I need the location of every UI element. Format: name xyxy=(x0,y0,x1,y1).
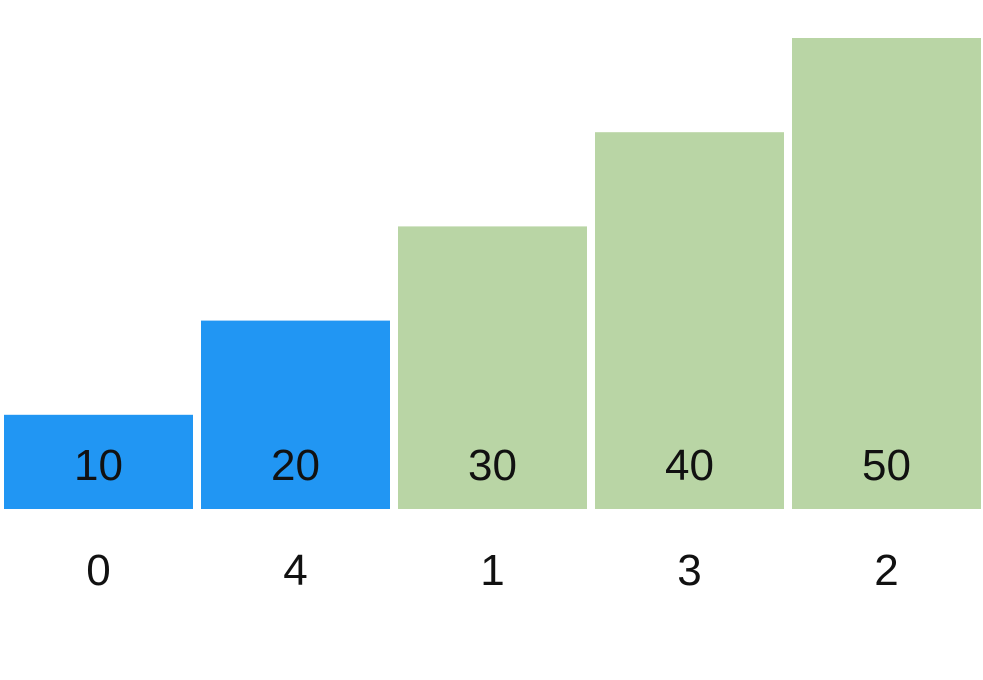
index-labels-layer: 0 4 1 3 2 xyxy=(86,546,898,595)
bar-4 xyxy=(792,38,981,509)
bar-index-label-2: 1 xyxy=(480,546,504,595)
bars-layer xyxy=(4,38,981,509)
bar-0 xyxy=(4,414,193,509)
bar-1 xyxy=(201,320,390,509)
bar-index-label-1: 4 xyxy=(283,546,307,595)
bar-value-label-3: 40 xyxy=(665,441,714,490)
value-labels-layer: 10 20 30 40 50 xyxy=(74,441,911,490)
bar-value-label-4: 50 xyxy=(862,441,911,490)
bar-index-label-3: 3 xyxy=(677,546,701,595)
bar-value-label-0: 10 xyxy=(74,441,123,490)
bar-3 xyxy=(595,132,784,509)
bar-index-label-0: 0 xyxy=(86,546,110,595)
bar-2 xyxy=(398,226,587,509)
bar-index-label-4: 2 xyxy=(874,546,898,595)
bar-value-label-1: 20 xyxy=(271,441,320,490)
bar-value-label-2: 30 xyxy=(468,441,517,490)
